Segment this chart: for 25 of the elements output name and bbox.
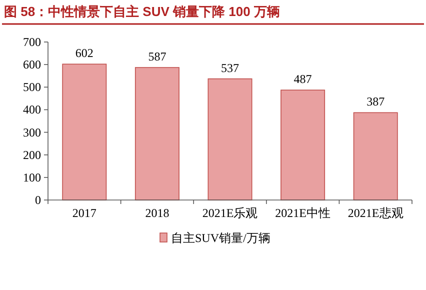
data-label: 487 (294, 72, 312, 86)
x-tick-label: 2021E乐观 (202, 206, 258, 220)
bar (134, 67, 180, 200)
data-label: 387 (366, 94, 385, 109)
bar (353, 112, 398, 200)
y-tick-label: 300 (23, 125, 41, 140)
bar (62, 64, 107, 200)
y-tick-label: 700 (23, 35, 41, 49)
data-label: 537 (221, 60, 239, 75)
y-tick-label: 0 (35, 193, 41, 207)
bar (280, 90, 326, 200)
x-tick-label: 2018 (145, 206, 170, 220)
y-tick-label: 400 (23, 102, 41, 117)
y-tick-label: 100 (23, 170, 41, 184)
x-tick-label: 2021E中性 (275, 206, 330, 220)
legend-label: 自主SUV销量/万辆 (171, 231, 270, 245)
y-tick-label: 500 (23, 80, 41, 94)
data-label: 587 (148, 50, 166, 64)
y-tick-label: 200 (23, 148, 41, 162)
x-tick-label: 2017 (72, 206, 96, 220)
x-tick-label: 2021E悲观 (348, 206, 404, 220)
chart-title: 图 58：中性情景下自主 SUV 销量下降 100 万辆 (4, 4, 280, 19)
bar (208, 78, 252, 200)
y-tick-label: 600 (23, 58, 41, 72)
data-label: 602 (75, 46, 94, 60)
